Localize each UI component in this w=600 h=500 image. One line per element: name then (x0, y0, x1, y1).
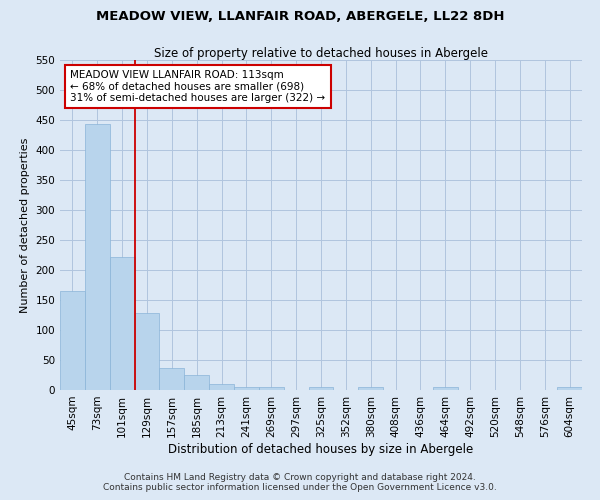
Bar (358, 387, 383, 390)
Bar (209, 384, 234, 390)
Bar (60, 291, 85, 390)
Text: MEADOW VIEW, LLANFAIR ROAD, ABERGELE, LL22 8DH: MEADOW VIEW, LLANFAIR ROAD, ABERGELE, LL… (96, 10, 504, 23)
Bar (259, 387, 284, 390)
Bar (433, 387, 458, 390)
Title: Size of property relative to detached houses in Abergele: Size of property relative to detached ho… (154, 47, 488, 60)
Bar (134, 312, 160, 390)
Bar (85, 124, 110, 390)
Y-axis label: Number of detached properties: Number of detached properties (20, 138, 30, 312)
Text: Contains HM Land Registry data © Crown copyright and database right 2024.
Contai: Contains HM Land Registry data © Crown c… (103, 473, 497, 492)
X-axis label: Distribution of detached houses by size in Abergele: Distribution of detached houses by size … (169, 442, 473, 456)
Bar (160, 368, 184, 390)
Bar (110, 257, 134, 390)
Bar (184, 375, 209, 390)
Text: MEADOW VIEW LLANFAIR ROAD: 113sqm
← 68% of detached houses are smaller (698)
31%: MEADOW VIEW LLANFAIR ROAD: 113sqm ← 68% … (70, 70, 326, 103)
Bar (308, 387, 334, 390)
Bar (557, 387, 582, 390)
Bar (234, 387, 259, 390)
